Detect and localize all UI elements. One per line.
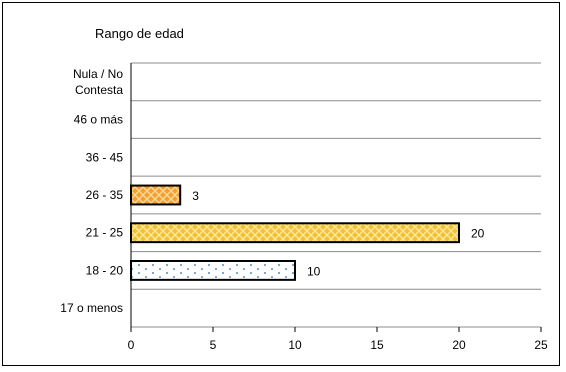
x-tick-label-5: 5 [210,338,217,352]
data-label-18-20: 10 [307,264,321,278]
category-label-26-35: 26 - 35 [86,188,124,202]
bar-26-35 [130,184,182,206]
age-range-bar-chart: Rango de edad 17 o menos 18 - 20 21 - 25 26… [60,26,548,352]
category-label-nula-no-contesta: Nula / No Contesta [73,67,123,97]
x-tick-label-15: 15 [370,338,384,352]
data-labels: 10 20 3 [192,189,484,278]
x-tick-label-10: 10 [288,338,302,352]
grid-lines [131,62,541,328]
category-label-21-25: 21 - 25 [86,226,124,240]
bar-21-25 [130,222,460,244]
data-label-26-35: 3 [192,189,199,203]
chart-title: Rango de edad [95,26,184,41]
category-label-46-o-m-s: 46 o más [74,113,123,127]
x-tick-label-0: 0 [128,338,135,352]
bar-18-20 [130,260,296,281]
x-tick-label-20: 20 [452,338,466,352]
bars [130,184,460,281]
data-label-21-25: 20 [471,227,485,241]
category-labels: 17 o menos 18 - 20 21 - 25 26 - 35 36 - 45 46… [60,67,123,315]
category-label-36-45: 36 - 45 [86,150,124,164]
x-tick-label-25: 25 [534,338,548,352]
category-label-18-20: 18 - 20 [86,263,124,277]
category-label-17-o-menos: 17 o menos [60,301,123,315]
x-axis-ticks: 0 5 10 15 20 25 [128,327,548,352]
chart-frame: Rango de edad 17 o menos 18 - 20 21 - 25 26… [2,2,560,366]
